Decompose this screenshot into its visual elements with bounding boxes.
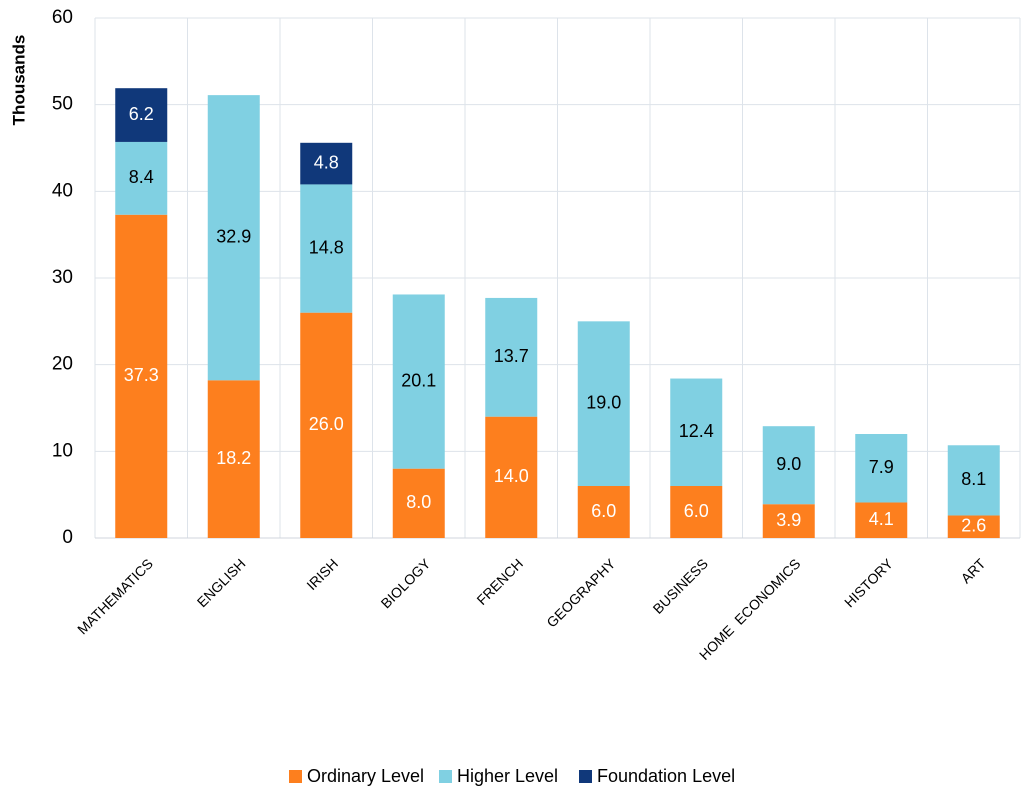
x-tick-label: BIOLOGY bbox=[378, 555, 434, 611]
y-tick-label: 50 bbox=[52, 94, 73, 115]
bar-segment bbox=[392, 294, 445, 469]
bar-segment bbox=[207, 380, 260, 538]
bar-segment bbox=[300, 312, 353, 538]
data-label: 26.0 bbox=[309, 414, 344, 434]
x-tick-label: HOME ECONOMICS bbox=[696, 555, 804, 663]
x-tick-label: MATHEMATICS bbox=[74, 555, 156, 637]
data-label: 8.0 bbox=[406, 492, 431, 512]
y-tick-label: 10 bbox=[52, 440, 73, 461]
data-label: 14.8 bbox=[309, 237, 344, 257]
bar-segment bbox=[115, 141, 168, 215]
data-label: 13.7 bbox=[494, 346, 529, 366]
bar-segment bbox=[300, 142, 353, 185]
data-label: 20.1 bbox=[401, 370, 436, 390]
bar-segment bbox=[855, 502, 908, 538]
bar-segment bbox=[577, 486, 630, 538]
y-tick-label: 30 bbox=[52, 267, 73, 288]
bar-segment bbox=[577, 321, 630, 486]
legend-swatch bbox=[579, 770, 592, 783]
y-tick-label: 0 bbox=[62, 527, 73, 548]
bar-segment bbox=[855, 434, 908, 503]
x-tick-label: IRISH bbox=[303, 555, 341, 593]
data-label: 6.0 bbox=[684, 501, 709, 521]
data-label: 3.9 bbox=[776, 510, 801, 530]
legend-swatch bbox=[439, 770, 452, 783]
x-tick-label: HISTORY bbox=[841, 555, 896, 610]
x-tick-label: GEOGRAPHY bbox=[543, 555, 619, 631]
bar-segment bbox=[115, 214, 168, 538]
bar-segment bbox=[115, 88, 168, 142]
bar-segment bbox=[300, 184, 353, 313]
x-tick-label: BUSINESS bbox=[650, 555, 711, 616]
y-tick-label: 40 bbox=[52, 180, 73, 201]
bar-segment bbox=[670, 486, 723, 538]
data-label: 7.9 bbox=[869, 457, 894, 477]
y-tick-label: 60 bbox=[52, 7, 73, 28]
bar-segment bbox=[947, 445, 1000, 516]
legend-swatch bbox=[289, 770, 302, 783]
data-label: 9.0 bbox=[776, 454, 801, 474]
data-label: 8.1 bbox=[961, 469, 986, 489]
bar-segment bbox=[762, 426, 815, 505]
legend-label: Ordinary Level bbox=[307, 766, 424, 786]
data-label: 19.0 bbox=[586, 392, 621, 412]
data-label: 2.6 bbox=[961, 515, 986, 535]
x-tick-label: ART bbox=[958, 555, 989, 586]
data-label: 12.4 bbox=[679, 421, 714, 441]
bar-segment bbox=[392, 468, 445, 538]
bar-segment bbox=[762, 504, 815, 538]
x-tick-label: ENGLISH bbox=[194, 555, 249, 610]
data-label: 6.0 bbox=[591, 501, 616, 521]
x-tick-label: FRENCH bbox=[473, 555, 526, 608]
data-label: 32.9 bbox=[216, 226, 251, 246]
legend-label: Higher Level bbox=[457, 766, 558, 786]
bar-segment bbox=[485, 416, 538, 538]
legend-label: Foundation Level bbox=[597, 766, 735, 786]
data-label: 18.2 bbox=[216, 448, 251, 468]
data-label: 37.3 bbox=[124, 365, 159, 385]
data-label: 8.4 bbox=[129, 167, 154, 187]
y-tick-label: 20 bbox=[52, 354, 73, 375]
bar-segment bbox=[670, 378, 723, 486]
bar-segment bbox=[207, 95, 260, 381]
data-label: 4.1 bbox=[869, 509, 894, 529]
data-label: 14.0 bbox=[494, 466, 529, 486]
data-label: 4.8 bbox=[314, 152, 339, 172]
data-label: 6.2 bbox=[129, 104, 154, 124]
bar-segment bbox=[485, 297, 538, 417]
y-axis-label: Thousands bbox=[9, 35, 28, 126]
bar-segment bbox=[947, 515, 1000, 538]
